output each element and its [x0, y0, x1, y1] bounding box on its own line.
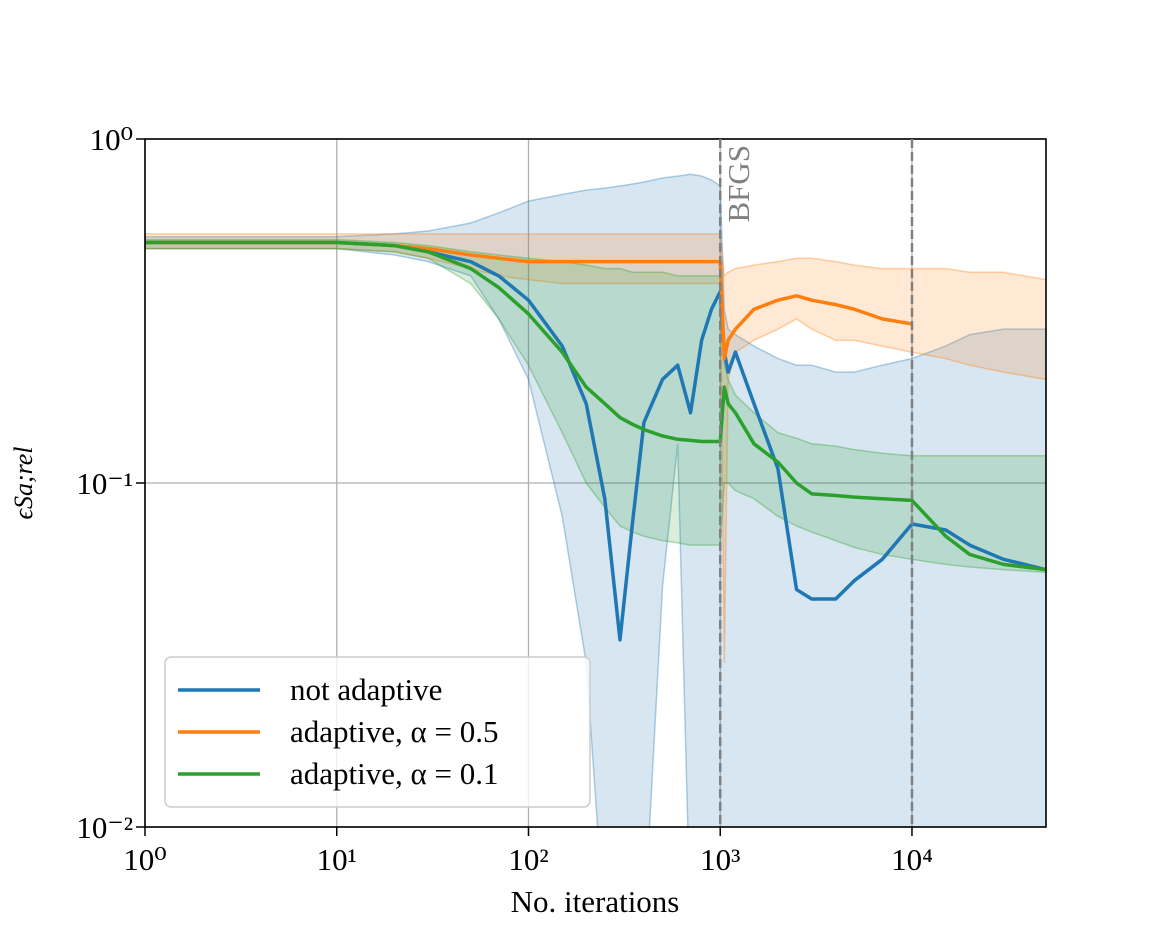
y-axis-label: ϵSa;rel	[9, 446, 38, 519]
legend-label: adaptive, α = 0.1	[290, 756, 498, 791]
y-tick-label: 10⁻²	[76, 810, 133, 845]
legend: not adaptive adaptive, α = 0.5 adaptive, α…	[164, 656, 591, 808]
legend-label: not adaptive	[290, 672, 442, 707]
series-line	[145, 240, 913, 361]
plot-area	[145, 173, 1046, 827]
band	[145, 173, 1046, 827]
band	[145, 233, 1046, 663]
x-tick-label: 10⁴	[891, 842, 933, 877]
x-axis-label: No. iterations	[511, 884, 680, 919]
x-tick-label: 10⁰	[123, 842, 166, 877]
annotation: BFGS	[721, 145, 756, 223]
band	[145, 238, 1046, 574]
x-tick-label: 10²	[508, 842, 548, 877]
y-tick-label: 10⁰	[90, 122, 133, 157]
series-line	[145, 240, 1046, 642]
y-tick-label: 10⁻¹	[76, 466, 133, 501]
x-tick-label: 10¹	[317, 842, 357, 877]
legend-label: adaptive, α = 0.5	[290, 714, 498, 749]
axes: 10⁰ 10¹ 10² 10³ 10⁴ 10⁻² 10⁻¹ 10⁰	[76, 122, 933, 877]
series-line	[145, 240, 1046, 572]
legend-box	[164, 656, 591, 808]
x-tick-label: 10³	[700, 842, 740, 877]
